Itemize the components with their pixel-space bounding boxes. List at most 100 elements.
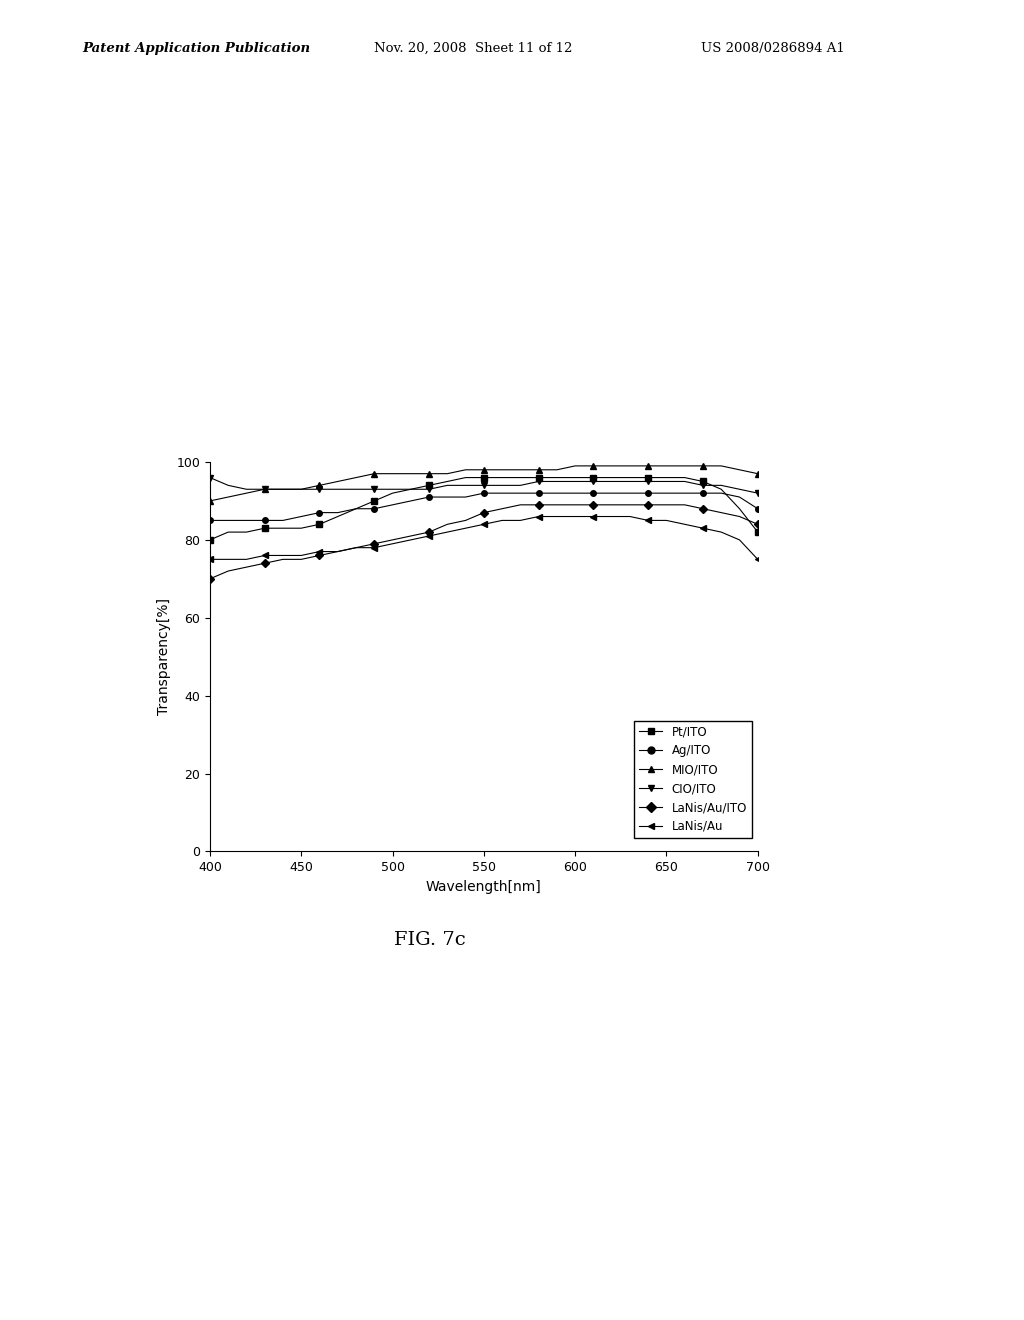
MIO/ITO: [204, 494, 216, 510]
CIO/ITO: [532, 474, 545, 490]
LaNi5/Au/ITO: [733, 508, 745, 524]
Ag/ITO: [514, 486, 526, 502]
Ag/ITO: [624, 486, 636, 502]
LaNi5/Au: [295, 548, 307, 564]
LaNi5/Au/ITO: [752, 516, 764, 532]
Ag/ITO: [368, 500, 380, 516]
MIO/ITO: [605, 458, 617, 474]
MIO/ITO: [460, 462, 472, 478]
Ag/ITO: [350, 500, 362, 516]
MIO/ITO: [350, 470, 362, 486]
Pt/ITO: [332, 508, 344, 524]
Pt/ITO: [258, 520, 270, 536]
MIO/ITO: [752, 466, 764, 482]
LaNi5/Au/ITO: [386, 532, 398, 548]
LaNi5/Au/ITO: [477, 504, 489, 520]
Pt/ITO: [696, 474, 709, 490]
LaNi5/Au/ITO: [660, 496, 673, 512]
LaNi5/Au/ITO: [258, 556, 270, 572]
MIO/ITO: [496, 462, 508, 478]
MIO/ITO: [660, 458, 673, 474]
MIO/ITO: [313, 478, 326, 494]
LaNi5/Au: [605, 508, 617, 524]
Pt/ITO: [715, 482, 727, 498]
LaNi5/Au: [569, 508, 582, 524]
LaNi5/Au: [258, 548, 270, 564]
CIO/ITO: [404, 482, 417, 498]
CIO/ITO: [642, 474, 654, 490]
Ag/ITO: [551, 486, 563, 502]
LaNi5/Au: [642, 512, 654, 528]
MIO/ITO: [477, 462, 489, 478]
LaNi5/Au/ITO: [241, 560, 253, 576]
CIO/ITO: [679, 474, 691, 490]
MIO/ITO: [733, 462, 745, 478]
Ag/ITO: [642, 486, 654, 502]
LaNi5/Au: [423, 528, 435, 544]
Ag/ITO: [295, 508, 307, 524]
LaNi5/Au: [660, 512, 673, 528]
CIO/ITO: [222, 478, 234, 494]
Ag/ITO: [332, 504, 344, 520]
CIO/ITO: [441, 478, 454, 494]
Pt/ITO: [624, 470, 636, 486]
Pt/ITO: [605, 470, 617, 486]
Ag/ITO: [532, 486, 545, 502]
CIO/ITO: [605, 474, 617, 490]
LaNi5/Au: [551, 508, 563, 524]
Ag/ITO: [386, 496, 398, 512]
MIO/ITO: [368, 466, 380, 482]
LaNi5/Au/ITO: [569, 496, 582, 512]
CIO/ITO: [733, 482, 745, 498]
LaNi5/Au/ITO: [276, 552, 289, 568]
LaNi5/Au/ITO: [587, 496, 599, 512]
Text: Patent Application Publication: Patent Application Publication: [82, 42, 310, 55]
Pt/ITO: [551, 470, 563, 486]
LaNi5/Au: [733, 532, 745, 548]
Ag/ITO: [204, 512, 216, 528]
CIO/ITO: [587, 474, 599, 490]
CIO/ITO: [569, 474, 582, 490]
CIO/ITO: [496, 478, 508, 494]
CIO/ITO: [204, 470, 216, 486]
X-axis label: Wavelength[nm]: Wavelength[nm]: [426, 879, 542, 894]
Pt/ITO: [295, 520, 307, 536]
LaNi5/Au: [496, 512, 508, 528]
Ag/ITO: [313, 504, 326, 520]
Ag/ITO: [605, 486, 617, 502]
MIO/ITO: [587, 458, 599, 474]
MIO/ITO: [258, 482, 270, 498]
Pt/ITO: [222, 524, 234, 540]
Pt/ITO: [752, 524, 764, 540]
LaNi5/Au: [368, 540, 380, 556]
LaNi5/Au: [624, 508, 636, 524]
LaNi5/Au: [404, 532, 417, 548]
MIO/ITO: [642, 458, 654, 474]
LaNi5/Au: [477, 516, 489, 532]
LaNi5/Au/ITO: [532, 496, 545, 512]
LaNi5/Au/ITO: [624, 496, 636, 512]
Text: Nov. 20, 2008  Sheet 11 of 12: Nov. 20, 2008 Sheet 11 of 12: [374, 42, 572, 55]
Pt/ITO: [368, 494, 380, 510]
LaNi5/Au: [204, 552, 216, 568]
Pt/ITO: [679, 470, 691, 486]
Ag/ITO: [569, 486, 582, 502]
Ag/ITO: [752, 500, 764, 516]
MIO/ITO: [696, 458, 709, 474]
LaNi5/Au/ITO: [696, 500, 709, 516]
LaNi5/Au: [441, 524, 454, 540]
Line: CIO/ITO: CIO/ITO: [207, 475, 761, 496]
CIO/ITO: [386, 482, 398, 498]
Text: FIG. 7c: FIG. 7c: [394, 931, 466, 949]
Ag/ITO: [660, 486, 673, 502]
Ag/ITO: [404, 494, 417, 510]
LaNi5/Au/ITO: [295, 552, 307, 568]
Pt/ITO: [276, 520, 289, 536]
LaNi5/Au/ITO: [460, 512, 472, 528]
CIO/ITO: [715, 478, 727, 494]
LaNi5/Au/ITO: [222, 564, 234, 579]
Pt/ITO: [460, 470, 472, 486]
LaNi5/Au: [332, 544, 344, 560]
MIO/ITO: [222, 490, 234, 506]
LaNi5/Au/ITO: [551, 496, 563, 512]
